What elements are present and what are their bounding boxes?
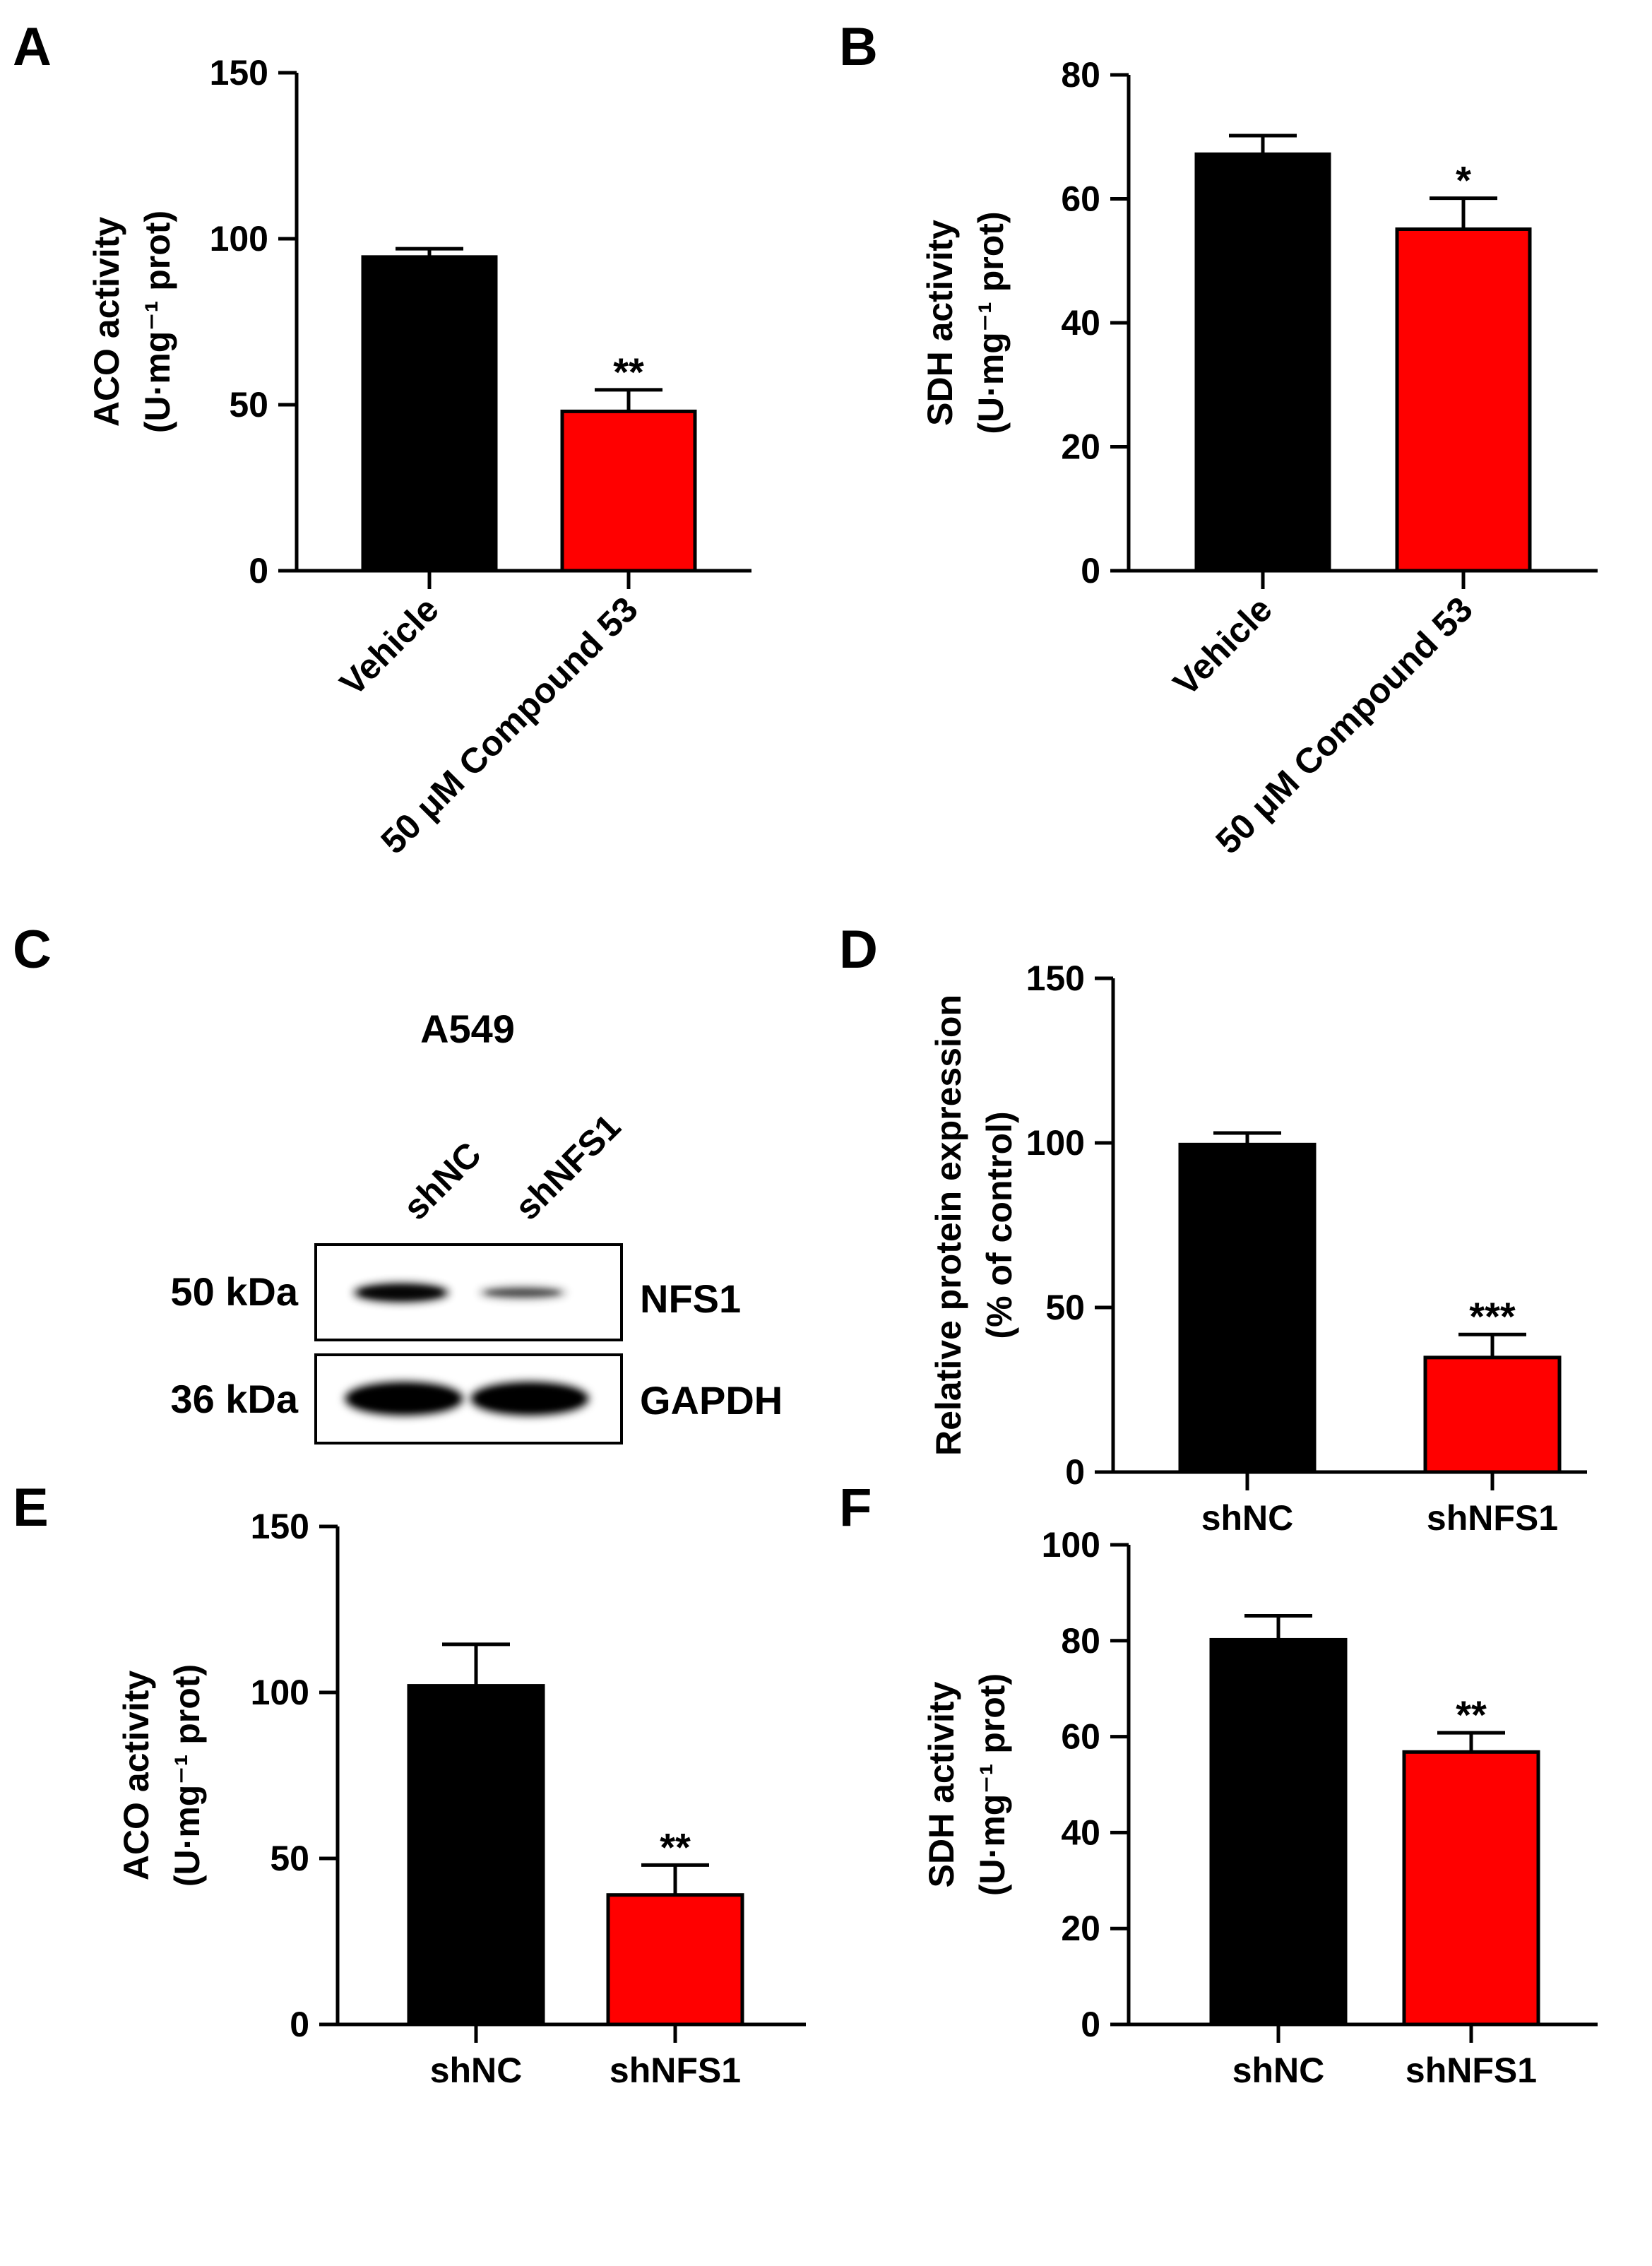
x-tick-label: shNFS1 (1406, 2051, 1537, 2090)
panel-letter-d: D (839, 920, 878, 980)
bar (1194, 152, 1331, 573)
significance-marker: * (1456, 158, 1471, 203)
y-tick-label: 150 (210, 53, 268, 93)
western-blot: A549 shNC shNFS1 50 kDa 36 kDa NFS1 GAPD… (170, 1007, 783, 1445)
y-tick-label: 150 (1026, 959, 1085, 998)
y-tick-label: 0 (249, 551, 268, 591)
blot-lane-label-shnc: shNC (396, 1134, 489, 1228)
x-tick-label: Vehicle (1165, 589, 1279, 703)
panel-letter-c: C (13, 920, 52, 980)
blot-cell-line: A549 (420, 1007, 515, 1051)
blot-protein-label-nfs1: NFS1 (640, 1276, 741, 1321)
y-axis-title: SDH activity (922, 1681, 961, 1887)
y-tick-label: 40 (1061, 303, 1100, 343)
bar (361, 255, 498, 573)
y-tick-label: 50 (1045, 1288, 1085, 1327)
bar (1395, 227, 1532, 573)
panel-letter-b: B (839, 17, 878, 77)
chart-sdh-activity-compound53: 0 20 40 60 80 SDH activity (U·mg⁻¹ prot) Vehicl… (920, 55, 1598, 862)
blot-lane-label-shnfs1: shNFS1 (507, 1107, 628, 1228)
y-tick-label: 80 (1061, 55, 1100, 95)
y-tick-label: 40 (1061, 1813, 1100, 1852)
panel-letter-e: E (13, 1478, 49, 1538)
y-tick-label: 100 (251, 1673, 309, 1712)
y-tick-label: 60 (1061, 179, 1100, 219)
bar (1178, 1142, 1317, 1474)
y-tick-label: 0 (1081, 551, 1100, 591)
chart-aco-activity-shnfs1: 0 50 100 150 ACO activity (U·mg⁻¹ prot) shNC **… (117, 1507, 806, 2090)
chart-relative-protein-expression: 0 50 100 150 Relative protein expression (% o… (929, 959, 1587, 1538)
y-tick-label: 20 (1061, 1909, 1100, 1948)
blot-mw-label-gapdh: 36 kDa (170, 1377, 298, 1421)
y-axis-title-unit: (U·mg⁻¹ prot) (167, 1664, 207, 1887)
blot-band-core (485, 1288, 560, 1297)
x-tick-label: shNFS1 (1427, 1498, 1558, 1538)
blot-band-core (479, 1388, 581, 1409)
y-tick-label: 80 (1061, 1621, 1100, 1661)
y-tick-label: 100 (210, 219, 268, 259)
y-tick-label: 20 (1061, 427, 1100, 467)
y-tick-label: 0 (1065, 1452, 1085, 1492)
significance-marker: ** (660, 1825, 691, 1869)
blot-protein-label-gapdh: GAPDH (640, 1378, 783, 1423)
y-axis-title-unit: (U·mg⁻¹ prot) (973, 1673, 1012, 1896)
chart-sdh-activity-shnfs1: 0 20 40 60 80 100 SDH activity (U·mg⁻¹ prot) shN… (922, 1525, 1598, 2090)
y-tick-label: 60 (1061, 1717, 1100, 1757)
bar (1423, 1356, 1562, 1474)
panel-letter-a: A (13, 17, 52, 77)
y-axis-title: ACO activity (87, 217, 126, 427)
bar (606, 1893, 744, 2027)
x-tick-label: shNC (1201, 1498, 1294, 1538)
y-tick-label: 150 (251, 1507, 309, 1546)
significance-marker: *** (1469, 1294, 1516, 1339)
x-tick-label: shNC (430, 2051, 523, 2090)
x-tick-label: shNC (1232, 2051, 1325, 2090)
chart-aco-activity-compound53: 0 50 100 150 ACO activity (U·mg⁻¹ prot) Vehicl… (87, 53, 751, 862)
blot-band-core (360, 1286, 442, 1299)
significance-marker: ** (1456, 1692, 1487, 1737)
x-tick-label: Vehicle (332, 589, 446, 703)
y-axis-title-unit: (U·mg⁻¹ prot) (971, 211, 1011, 434)
y-tick-label: 50 (229, 385, 268, 425)
y-tick-label: 0 (290, 2005, 309, 2044)
y-tick-label: 50 (270, 1839, 309, 1878)
bar (1209, 1637, 1348, 2027)
panel-letter-f: F (839, 1478, 872, 1538)
bar (1402, 1750, 1540, 2027)
y-tick-label: 100 (1042, 1525, 1100, 1565)
blot-mw-label-nfs1: 50 kDa (170, 1269, 298, 1314)
y-axis-title-unit: (% of control) (980, 1111, 1019, 1339)
x-tick-label: shNFS1 (610, 2051, 741, 2090)
y-tick-label: 100 (1026, 1123, 1085, 1163)
y-tick-label: 0 (1081, 2005, 1100, 2044)
y-axis-title-unit: (U·mg⁻¹ prot) (138, 210, 177, 433)
significance-marker: ** (613, 350, 644, 394)
bar (407, 1684, 545, 2027)
blot-band-core (353, 1388, 455, 1409)
y-axis-title: ACO activity (117, 1671, 156, 1881)
y-axis-title: Relative protein expression (929, 995, 968, 1456)
y-axis-title: SDH activity (920, 220, 960, 426)
bar (560, 409, 697, 573)
